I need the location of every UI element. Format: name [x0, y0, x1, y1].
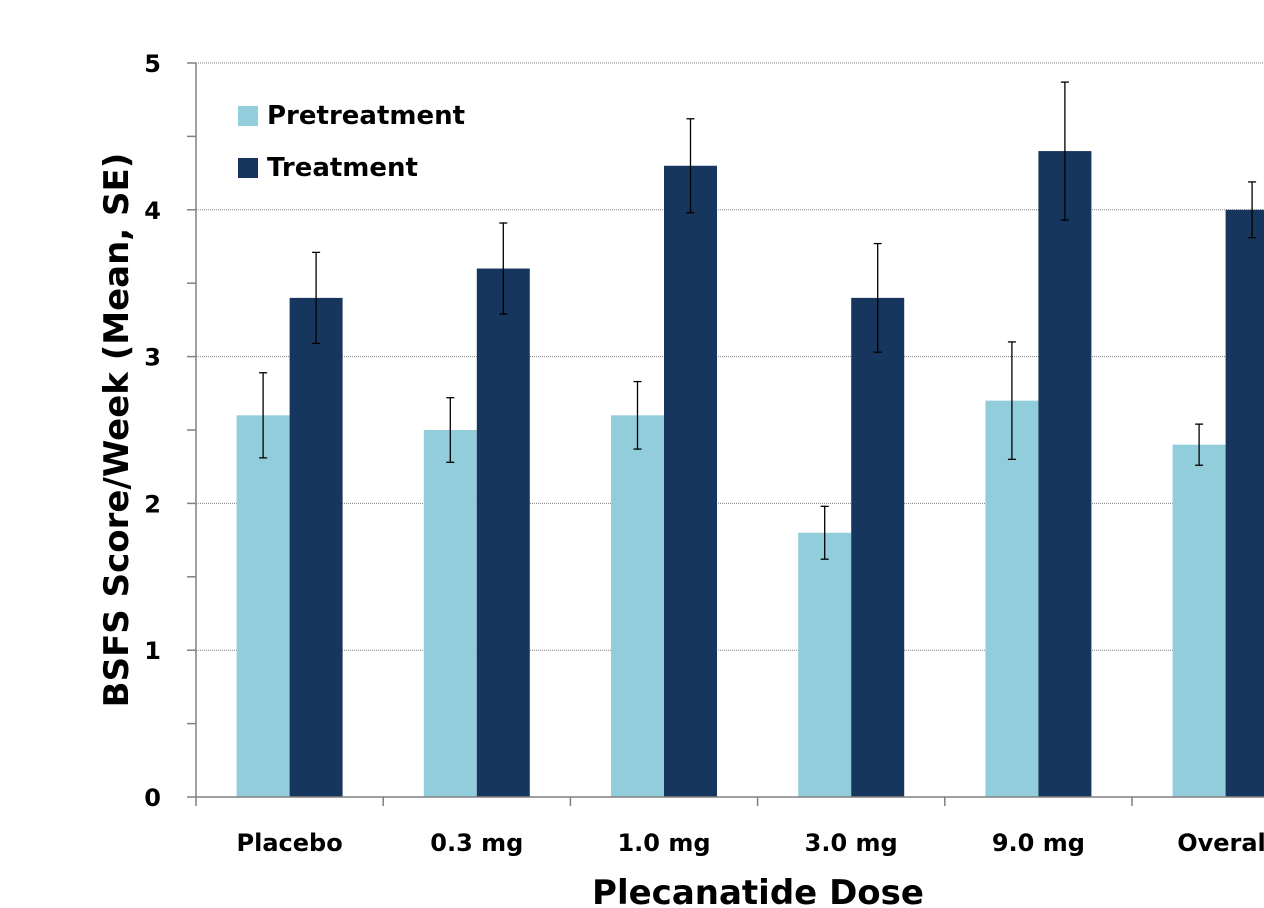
- y-tick-label: 4: [144, 197, 161, 225]
- y-tick-label: 5: [144, 50, 161, 78]
- x-tick-label: 3.0 mg: [805, 829, 898, 857]
- x-tick-label: 0.3 mg: [430, 829, 523, 857]
- bars: [236, 151, 1264, 798]
- legend: Pretreatment Treatment: [238, 101, 465, 183]
- bar-treatment-2: [664, 165, 717, 797]
- x-tick-label: 9.0 mg: [992, 829, 1085, 857]
- x-tick-label: 1.0 mg: [617, 829, 710, 857]
- bar-pretreatment-0: [236, 415, 290, 797]
- bar-treatment-4: [1038, 151, 1092, 797]
- y-tick-label: 0: [144, 784, 161, 812]
- legend-label-pretreatment: Pretreatment: [267, 101, 465, 131]
- x-tick-label: Overall: [1177, 829, 1264, 857]
- y-tick-label: 2: [144, 490, 161, 518]
- bar-pretreatment-5: [1172, 444, 1226, 797]
- bar-pretreatment-1: [423, 430, 477, 797]
- y-axis-title: BSFS Score/Week (Mean, SE): [97, 153, 137, 708]
- x-axis-title: Plecanatide Dose: [592, 873, 924, 908]
- bar-treatment-5: [1225, 209, 1264, 798]
- grid-lines: [196, 62, 1264, 651]
- bar-treatment-1: [476, 268, 530, 797]
- bar-treatment-0: [289, 297, 343, 797]
- y-tick-label: 1: [144, 637, 161, 665]
- y-tick-labels: 0 1 2 3 4 5: [144, 50, 161, 812]
- bar-pretreatment-3: [798, 532, 852, 797]
- bar-pretreatment-2: [611, 415, 664, 797]
- error-bars: [259, 81, 1257, 560]
- y-tick-label: 3: [144, 344, 161, 372]
- bar-pretreatment-4: [985, 400, 1039, 797]
- legend-swatch-pretreatment: [238, 106, 258, 126]
- x-tick-labels: Placebo 0.3 mg 1.0 mg 3.0 mg 9.0 mg Overall: [237, 829, 1264, 857]
- axes: [187, 62, 1264, 806]
- bar-treatment-3: [851, 297, 905, 797]
- legend-label-treatment: Treatment: [267, 153, 418, 183]
- x-tick-label: Placebo: [237, 829, 343, 857]
- legend-swatch-treatment: [238, 158, 258, 178]
